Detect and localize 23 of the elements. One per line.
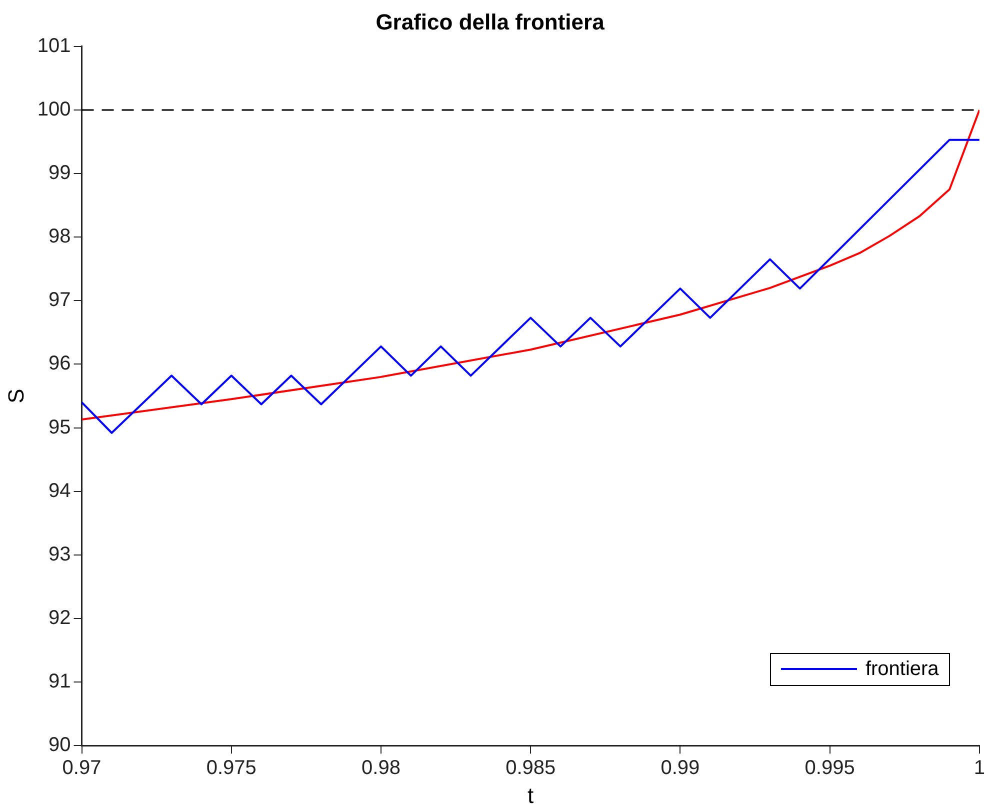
x-tick-label: 0.985 (506, 757, 556, 780)
y-tick-label: 100 (37, 98, 71, 120)
y-tick-label: 97 (48, 289, 71, 312)
x-tick-label: 0.975 (206, 757, 256, 780)
y-tick-label: 94 (48, 480, 71, 502)
y-tick-label: 96 (48, 352, 71, 375)
y-tick-label: 98 (48, 226, 71, 248)
y-tick-label: 95 (48, 416, 71, 438)
x-tick-label: 1 (974, 757, 985, 780)
x-tick-label: 0.98 (362, 757, 400, 780)
y-tick-label: 91 (48, 670, 71, 693)
y-tick-label: 101 (37, 34, 71, 57)
y-tick-label: 92 (48, 606, 71, 629)
chart-title: Grafico della frontiera (376, 9, 606, 34)
y-tick-label: 93 (48, 543, 71, 566)
x-tick-label: 0.995 (804, 757, 855, 780)
legend-label: frontiera (865, 658, 939, 681)
y-axis-title: S (3, 388, 28, 404)
x-tick-label: 0.99 (660, 757, 700, 780)
x-axis-title: t (528, 782, 534, 808)
y-tick-label: 90 (48, 734, 71, 756)
y-tick-label: 99 (48, 162, 71, 184)
x-tick-label: 0.97 (62, 757, 102, 780)
